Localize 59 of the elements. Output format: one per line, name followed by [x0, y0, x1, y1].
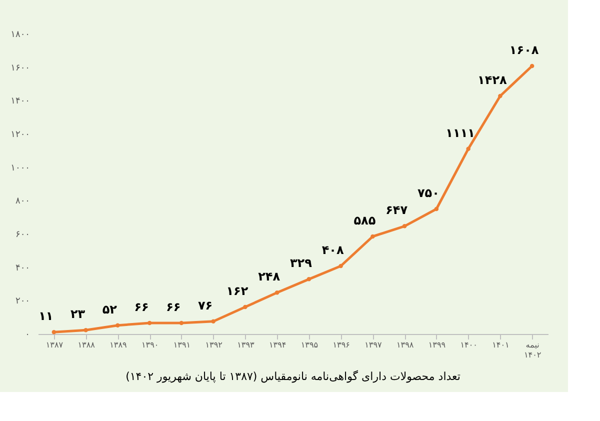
data-label: ۱۴۲۸: [478, 73, 508, 87]
data-label: ۴۰۸: [322, 243, 344, 257]
point: [274, 290, 280, 295]
data-label: ۱۱۱۱: [446, 126, 475, 140]
x-tick-label: ۱۳۸۸: [78, 340, 96, 350]
y-tick-label: ۱۰۰۰: [10, 163, 30, 174]
x-tick-label: ۱۳۹۳: [237, 340, 255, 350]
point: [530, 64, 534, 68]
y-tick-label: ۲۰۰: [15, 296, 30, 307]
x-tick-label: ۱۳۹۴: [268, 340, 286, 350]
point: [306, 277, 312, 282]
x-tick-label: ۱۴۰۱: [492, 340, 510, 350]
x-tick-label: ۱۳۹۸: [396, 340, 414, 350]
x-tick-label: ۱۳۹۹: [428, 340, 446, 350]
x-tick-label: ۱۳۹۵: [300, 340, 318, 350]
data-label: ۱۶۲: [226, 284, 249, 298]
y-tick-label: ۸۰۰: [15, 196, 30, 207]
x-tick-label: ۱۴۰۰: [460, 340, 478, 350]
data-label: ۵۲: [102, 302, 118, 316]
data-label: ۲۳: [70, 307, 86, 322]
point: [466, 146, 470, 151]
data-label: ۶۶: [134, 300, 149, 314]
data-label: ۷۵۰: [417, 186, 440, 200]
point: [370, 234, 375, 239]
point: [52, 330, 56, 334]
data-label: ۵۸۵: [354, 214, 376, 228]
x-tick-label: ۱۳۸۹: [110, 340, 127, 350]
data-label: ۶۶: [166, 300, 181, 314]
x-tick-label: ۱۳۹۰: [141, 340, 159, 350]
y-tick-label: ۱۶۰۰: [10, 63, 30, 74]
point: [84, 328, 88, 332]
point: [147, 320, 152, 326]
data-label: ۱۶۰۸: [509, 43, 540, 57]
data-label: ۱۱: [38, 309, 54, 324]
y-tick-label: ۰: [25, 330, 30, 340]
y-tick-label: ۱۸۰۰: [10, 30, 30, 40]
data-label: ۷۶: [198, 298, 213, 312]
point: [434, 206, 439, 212]
point: [116, 323, 120, 328]
data-label: ۶۴۷: [386, 203, 408, 218]
y-tick-label: ۶۰۰: [15, 230, 30, 240]
x-tick-label: نیمه ۱۴۰۲: [524, 340, 542, 360]
x-tick-label: ۱۳۹۷: [364, 340, 382, 350]
y-tick-label: ۱۲۰۰: [10, 130, 30, 140]
point: [402, 224, 407, 228]
x-tick-label: ۱۳۸۷: [46, 340, 64, 350]
y-tick-label: ۱۴۰۰: [10, 96, 30, 107]
point: [211, 319, 216, 324]
data-label: ۲۴۸: [258, 270, 281, 284]
point: [498, 94, 502, 98]
point: [243, 304, 248, 310]
text: تعداد محصولات دارای گواهی‌نامه نانومقیاس (۱۳۸۷ تا پایان شهریور ۱۴۰۲): [126, 370, 460, 383]
y-tick-label: ۴۰۰: [15, 263, 30, 274]
x-tick-label: ۱۳۹۶: [332, 340, 350, 350]
point: [179, 320, 184, 326]
data-label: ۳۲۹: [290, 256, 313, 270]
x-tick-label: ۱۳۹۱: [173, 340, 191, 350]
x-tick-label: ۱۳۹۲: [205, 340, 222, 350]
point: [338, 264, 343, 268]
